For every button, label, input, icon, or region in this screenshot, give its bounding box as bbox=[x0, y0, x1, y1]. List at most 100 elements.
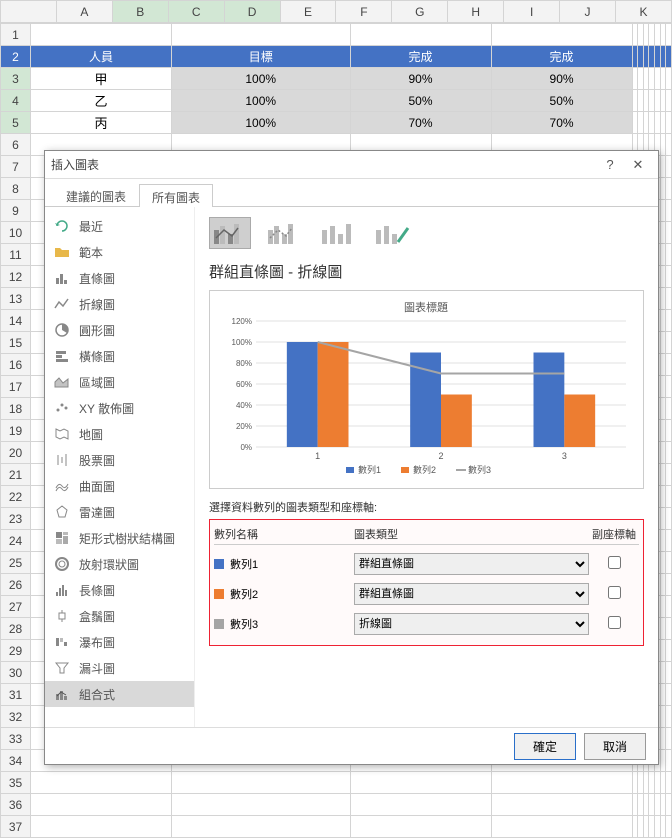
cell[interactable] bbox=[491, 816, 632, 838]
row-header[interactable]: 21 bbox=[1, 464, 31, 486]
cell[interactable] bbox=[171, 816, 350, 838]
column-header[interactable]: K bbox=[615, 1, 671, 23]
cell[interactable] bbox=[666, 794, 672, 816]
cell[interactable]: 100% bbox=[171, 68, 350, 90]
column-header[interactable]: D bbox=[224, 1, 280, 23]
cell[interactable] bbox=[666, 310, 672, 332]
subtype-combo-2[interactable] bbox=[263, 217, 305, 249]
row-header[interactable]: 6 bbox=[1, 134, 31, 156]
cell[interactable]: 甲 bbox=[31, 68, 172, 90]
row-header[interactable]: 5 bbox=[1, 112, 31, 134]
cell[interactable] bbox=[666, 68, 672, 90]
help-button[interactable]: ? bbox=[596, 157, 624, 172]
cell[interactable] bbox=[666, 618, 672, 640]
secondary-axis-checkbox[interactable] bbox=[608, 586, 621, 599]
sidebar-item-sun[interactable]: 放射環狀圖 bbox=[45, 551, 194, 577]
cell[interactable]: 90% bbox=[350, 68, 491, 90]
sidebar-item-map[interactable]: 地圖 bbox=[45, 421, 194, 447]
sidebar-item-box[interactable]: 盒鬚圖 bbox=[45, 603, 194, 629]
cell[interactable] bbox=[666, 420, 672, 442]
row-header[interactable]: 18 bbox=[1, 398, 31, 420]
row-header[interactable]: 24 bbox=[1, 530, 31, 552]
series-type-select[interactable]: 群組直條圖折線圖 bbox=[354, 553, 589, 575]
sidebar-item-combo[interactable]: 組合式 bbox=[45, 681, 194, 707]
row-header[interactable]: 36 bbox=[1, 794, 31, 816]
sidebar-item-stock[interactable]: 股票圖 bbox=[45, 447, 194, 473]
cell[interactable] bbox=[491, 794, 632, 816]
cell[interactable] bbox=[666, 750, 672, 772]
series-type-select[interactable]: 群組直條圖折線圖 bbox=[354, 613, 589, 635]
cell[interactable] bbox=[666, 90, 672, 112]
sidebar-item-pie[interactable]: 圓形圖 bbox=[45, 317, 194, 343]
row-header[interactable]: 14 bbox=[1, 310, 31, 332]
cell[interactable] bbox=[350, 816, 491, 838]
row-header[interactable]: 35 bbox=[1, 772, 31, 794]
sidebar-item-folder[interactable]: 範本 bbox=[45, 239, 194, 265]
cell[interactable] bbox=[350, 794, 491, 816]
cell[interactable]: 50% bbox=[491, 90, 632, 112]
sidebar-item-histo[interactable]: 長條圖 bbox=[45, 577, 194, 603]
cell[interactable] bbox=[666, 596, 672, 618]
cell[interactable] bbox=[666, 662, 672, 684]
row-header[interactable]: 7 bbox=[1, 156, 31, 178]
cell[interactable] bbox=[666, 134, 672, 156]
cell[interactable]: 70% bbox=[350, 112, 491, 134]
row-header[interactable]: 25 bbox=[1, 552, 31, 574]
column-header[interactable]: F bbox=[336, 1, 392, 23]
cell[interactable] bbox=[666, 706, 672, 728]
row-header[interactable]: 11 bbox=[1, 244, 31, 266]
row-header[interactable]: 15 bbox=[1, 332, 31, 354]
cell[interactable] bbox=[171, 24, 350, 46]
sidebar-item-area[interactable]: 區域圖 bbox=[45, 369, 194, 395]
cell[interactable]: 70% bbox=[491, 112, 632, 134]
row-header[interactable]: 20 bbox=[1, 442, 31, 464]
cell[interactable] bbox=[666, 398, 672, 420]
column-header[interactable]: G bbox=[392, 1, 448, 23]
secondary-axis-checkbox[interactable] bbox=[608, 616, 621, 629]
cell[interactable] bbox=[666, 684, 672, 706]
ok-button[interactable]: 確定 bbox=[514, 733, 576, 760]
cell[interactable] bbox=[491, 772, 632, 794]
row-header[interactable]: 31 bbox=[1, 684, 31, 706]
row-header[interactable]: 34 bbox=[1, 750, 31, 772]
cell[interactable]: 人員 bbox=[31, 46, 172, 68]
cell[interactable] bbox=[31, 24, 172, 46]
row-header[interactable]: 12 bbox=[1, 266, 31, 288]
cell[interactable]: 100% bbox=[171, 90, 350, 112]
column-header[interactable]: B bbox=[112, 1, 168, 23]
cell[interactable] bbox=[666, 816, 672, 838]
close-button[interactable]: ✕ bbox=[624, 157, 652, 173]
column-header[interactable]: C bbox=[168, 1, 224, 23]
cell[interactable] bbox=[666, 288, 672, 310]
sidebar-item-hbar[interactable]: 橫條圖 bbox=[45, 343, 194, 369]
sidebar-item-water[interactable]: 瀑布圖 bbox=[45, 629, 194, 655]
cell[interactable] bbox=[171, 772, 350, 794]
cell[interactable] bbox=[666, 46, 672, 68]
subtype-combo-3[interactable] bbox=[317, 217, 359, 249]
column-header[interactable]: E bbox=[280, 1, 336, 23]
subtype-combo-4[interactable] bbox=[371, 217, 413, 249]
cell[interactable] bbox=[171, 794, 350, 816]
row-header[interactable]: 8 bbox=[1, 178, 31, 200]
row-header[interactable]: 2 bbox=[1, 46, 31, 68]
cell[interactable] bbox=[31, 772, 172, 794]
cell[interactable] bbox=[666, 200, 672, 222]
cell[interactable] bbox=[666, 728, 672, 750]
sidebar-item-funnel[interactable]: 漏斗圖 bbox=[45, 655, 194, 681]
row-header[interactable]: 37 bbox=[1, 816, 31, 838]
cell[interactable] bbox=[666, 574, 672, 596]
cell[interactable] bbox=[666, 222, 672, 244]
row-header[interactable]: 33 bbox=[1, 728, 31, 750]
row-header[interactable]: 16 bbox=[1, 354, 31, 376]
row-header[interactable]: 28 bbox=[1, 618, 31, 640]
row-header[interactable]: 10 bbox=[1, 222, 31, 244]
secondary-axis-checkbox[interactable] bbox=[608, 556, 621, 569]
cancel-button[interactable]: 取消 bbox=[584, 733, 646, 760]
cell[interactable]: 50% bbox=[350, 90, 491, 112]
row-header[interactable]: 26 bbox=[1, 574, 31, 596]
row-header[interactable]: 4 bbox=[1, 90, 31, 112]
cell[interactable]: 完成 bbox=[350, 46, 491, 68]
cell[interactable] bbox=[31, 794, 172, 816]
cell[interactable]: 目標 bbox=[171, 46, 350, 68]
row-header[interactable]: 29 bbox=[1, 640, 31, 662]
